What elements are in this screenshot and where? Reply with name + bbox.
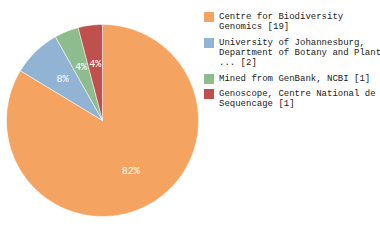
html-text:Centre for Biodiversity Genomi: Centre for Biodiversity Genomics [19]: [219, 12, 344, 33]
html-text:Genoscope, Centre National de: Genoscope, Centre National de Sequencage…: [219, 89, 376, 110]
svg-text:4%: 4%: [89, 59, 101, 70]
html-text:Mined from GenBank, NCBI [1]: Mined from GenBank, NCBI [1]: [219, 73, 371, 84]
svg-text:82%: 82%: [122, 166, 140, 177]
svg-text:8%: 8%: [56, 74, 68, 85]
svg-text:4%: 4%: [75, 62, 87, 73]
html-text:University of Johannesburg, De: University of Johannesburg, Department o…: [219, 37, 380, 69]
